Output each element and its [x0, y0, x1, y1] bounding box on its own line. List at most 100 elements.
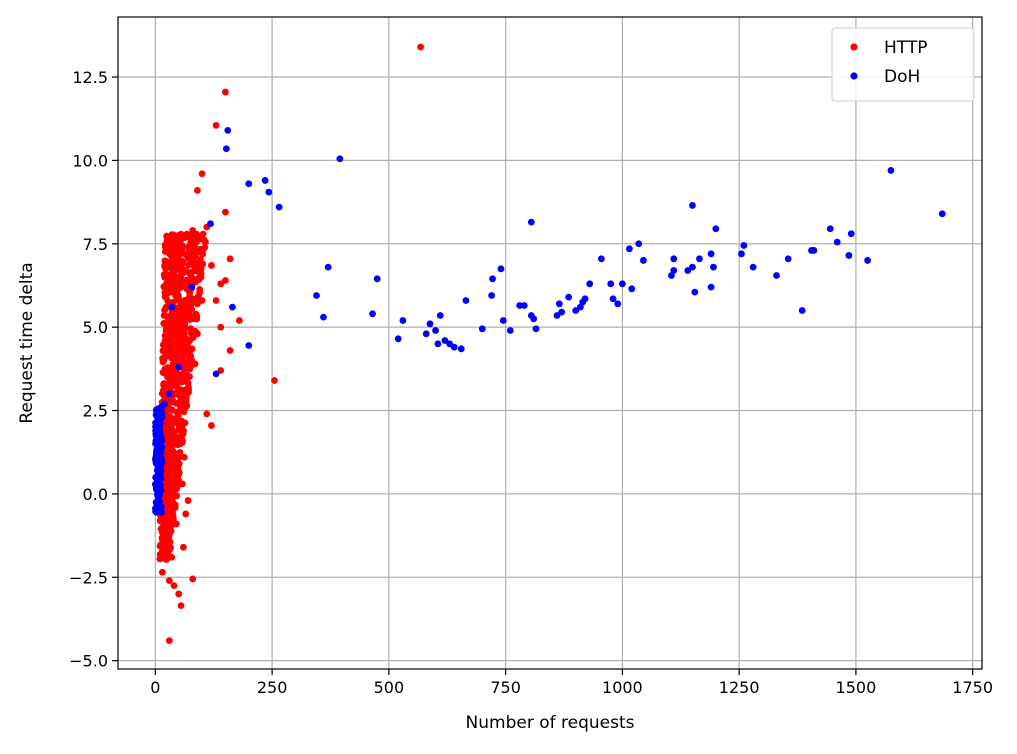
data-point	[707, 250, 715, 258]
data-point	[478, 325, 486, 333]
data-point	[373, 275, 381, 283]
data-point	[153, 490, 161, 498]
x-tick-label: 1000	[602, 678, 643, 697]
data-point	[158, 509, 165, 516]
data-point	[183, 230, 191, 238]
data-point	[164, 297, 172, 305]
data-point	[158, 390, 166, 397]
data-point	[165, 577, 173, 585]
data-point	[275, 203, 283, 211]
data-point	[187, 269, 195, 276]
data-point	[520, 302, 528, 309]
data-point	[798, 307, 806, 314]
data-point	[166, 233, 173, 241]
data-point	[864, 257, 871, 264]
data-point	[178, 327, 186, 334]
data-point	[174, 276, 182, 284]
data-point	[180, 344, 188, 351]
y-axis-label: Request time delta	[17, 262, 37, 423]
data-point	[833, 238, 841, 246]
data-point	[222, 88, 229, 96]
data-point	[506, 327, 514, 334]
axis-ticks: 0 250 500 750 1000 1250 1500 1750 −5.0 −2.5 0.0 2.5…	[69, 68, 993, 697]
data-point	[170, 582, 178, 590]
data-point	[166, 264, 174, 271]
x-tick-label: 1500	[836, 678, 877, 697]
data-point	[670, 255, 678, 263]
data-point	[558, 308, 566, 316]
data-point	[193, 187, 201, 194]
data-point	[172, 520, 180, 528]
data-point	[426, 320, 434, 328]
data-point	[193, 330, 201, 338]
data-point	[261, 177, 269, 184]
data-point	[167, 515, 174, 523]
data-point	[166, 313, 173, 321]
data-point	[784, 255, 792, 263]
data-point	[399, 317, 407, 324]
data-point	[168, 480, 176, 488]
data-point	[156, 517, 164, 525]
data-point	[174, 296, 181, 304]
data-point	[173, 376, 181, 383]
data-point	[161, 289, 169, 296]
data-point	[324, 263, 332, 271]
data-point	[175, 363, 183, 371]
data-point	[226, 255, 234, 263]
data-point	[163, 258, 170, 265]
data-point	[184, 497, 192, 504]
data-point	[197, 249, 205, 256]
data-point	[186, 349, 193, 357]
x-tick-label: 750	[490, 678, 521, 697]
data-point	[169, 508, 176, 515]
data-point	[159, 524, 166, 531]
data-point	[207, 220, 214, 228]
data-point	[177, 602, 185, 610]
data-point	[689, 263, 696, 271]
data-point	[320, 313, 327, 321]
data-point	[190, 246, 197, 253]
data-point	[628, 285, 636, 293]
data-point	[188, 274, 196, 282]
data-point	[163, 271, 171, 278]
data-point	[163, 435, 171, 442]
data-point	[165, 637, 173, 645]
data-point	[173, 319, 181, 327]
data-point	[175, 590, 183, 598]
data-point	[167, 346, 174, 354]
data-point	[167, 448, 175, 456]
data-point	[618, 280, 626, 288]
data-point	[176, 389, 184, 397]
data-point	[168, 498, 176, 506]
data-point	[635, 240, 643, 248]
data-point	[740, 242, 748, 249]
data-point	[174, 410, 182, 418]
data-point	[738, 250, 745, 258]
data-point	[170, 453, 177, 461]
data-point	[173, 245, 181, 253]
legend-marker-http	[850, 43, 858, 51]
data-point	[189, 227, 197, 234]
y-tick-label: 12.5	[72, 68, 108, 87]
data-point	[180, 453, 188, 461]
data-point	[157, 444, 165, 452]
data-points	[151, 43, 946, 645]
data-point	[810, 247, 818, 254]
data-point	[182, 510, 190, 518]
data-point	[158, 437, 166, 445]
data-point	[160, 312, 168, 319]
data-point	[173, 339, 181, 346]
data-point	[196, 268, 204, 276]
data-point	[192, 310, 200, 318]
data-point	[183, 276, 190, 284]
data-point	[161, 243, 169, 250]
data-point	[159, 341, 167, 349]
data-point	[229, 303, 236, 311]
data-point	[175, 253, 182, 261]
data-point	[179, 269, 187, 277]
data-point	[707, 283, 715, 291]
data-point	[166, 464, 174, 472]
data-point	[614, 300, 622, 308]
data-point	[245, 180, 253, 188]
data-point	[887, 167, 895, 174]
